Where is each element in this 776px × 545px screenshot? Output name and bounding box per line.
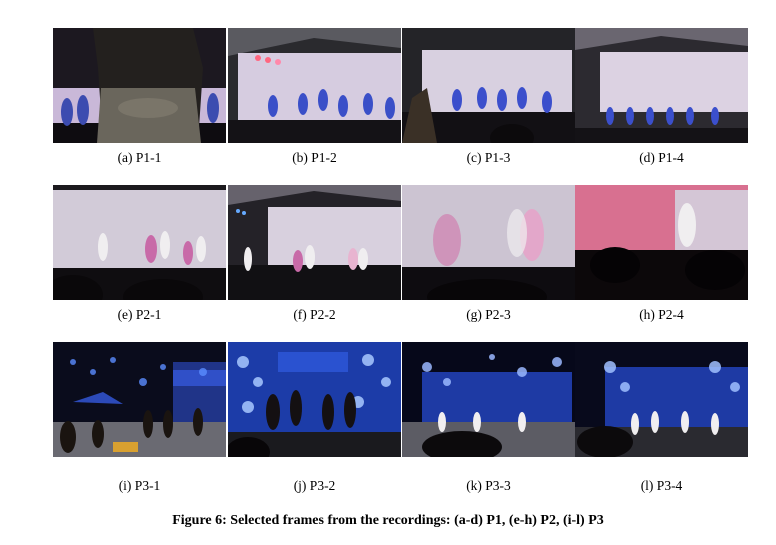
panel-caption: (b) P1-2: [292, 150, 337, 165]
frame-p2-1: [53, 185, 226, 300]
frame-p2-2: [228, 185, 401, 300]
panel-caption: (d) P1-4: [639, 150, 684, 165]
panel-caption: (i) P3-1: [118, 478, 161, 493]
frame-p1-2: [228, 28, 401, 143]
frame-p3-4: [575, 342, 748, 457]
frame-p2-3: [402, 185, 575, 300]
frame-p3-1: [53, 342, 226, 457]
panel-caption: (e) P2-1: [117, 307, 162, 322]
panel-caption: (f) P2-2: [293, 307, 336, 322]
frame-p1-1: [53, 28, 226, 143]
panel-caption: (h) P2-4: [639, 307, 684, 322]
frame-p2-4: [575, 185, 748, 300]
panel-caption: (a) P1-1: [117, 150, 162, 165]
figure-caption: Figure 6: Selected frames from the recor…: [172, 513, 604, 528]
panel-caption: (l) P3-4: [640, 478, 683, 493]
frame-p3-2: [228, 342, 401, 457]
panel-caption: (g) P2-3: [466, 307, 511, 322]
panel-caption: (c) P1-3: [466, 150, 511, 165]
frame-p1-3: [402, 28, 575, 143]
frame-p1-4: [575, 28, 748, 143]
panel-caption: (j) P3-2: [293, 478, 336, 493]
frame-p3-3: [402, 342, 575, 457]
panel-caption: (k) P3-3: [466, 478, 511, 493]
